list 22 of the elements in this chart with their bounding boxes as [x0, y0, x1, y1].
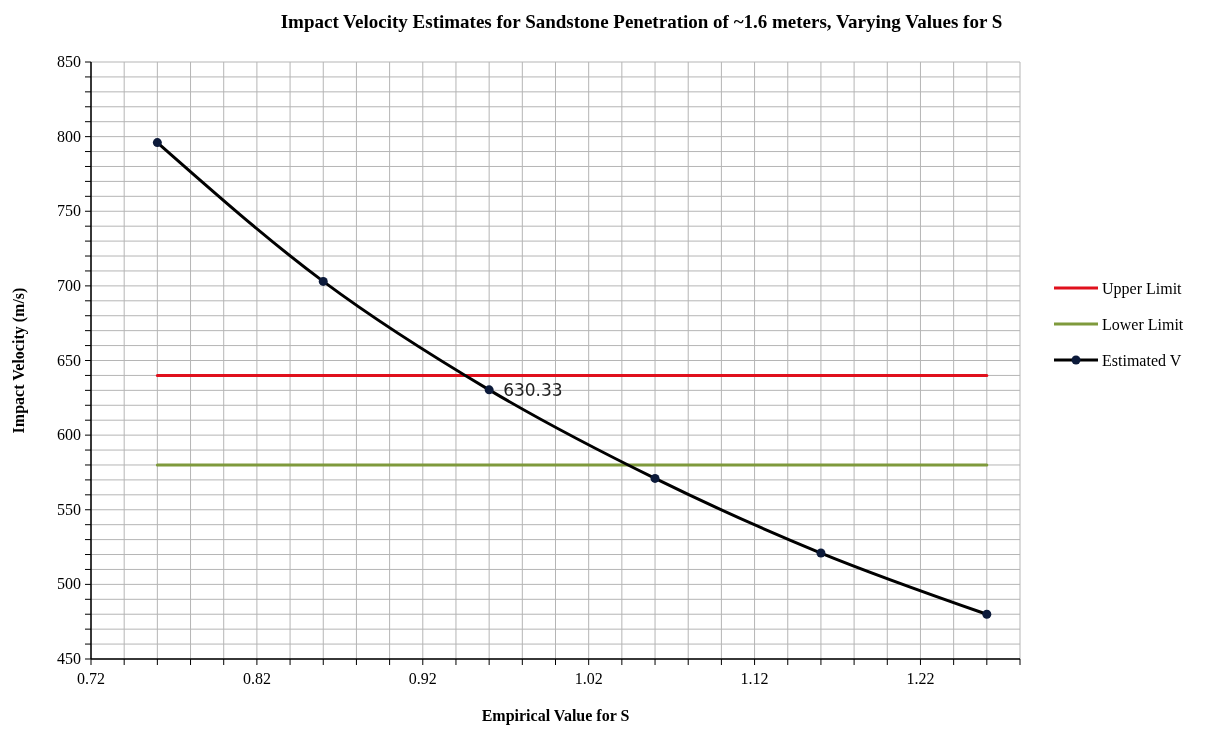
x-tick-label: 0.82: [242, 670, 271, 687]
y-tick-label: 800: [57, 127, 81, 145]
x-tick-label: 0.92: [408, 670, 437, 687]
y-axis-title: Impact Velocity (m/s): [10, 287, 28, 434]
y-tick-label: 550: [57, 500, 81, 518]
y-tick-label: 650: [57, 351, 81, 369]
y-tick-label: 450: [57, 650, 81, 667]
chart-title: Impact Velocity Estimates for Sandstone Penetration of ~1.6 meters, Varying Values for S: [280, 11, 1003, 32]
legend-label: Upper Limit: [1102, 280, 1183, 298]
y-tick-label: 750: [57, 202, 81, 220]
y-tick-label: 500: [57, 575, 81, 593]
x-tick-label: 0.72: [77, 670, 105, 687]
y-tick-label: 700: [57, 276, 81, 294]
legend-label: Estimated V: [1102, 352, 1182, 369]
data-label: 630.33: [503, 379, 563, 400]
x-tick-label: 1.12: [740, 670, 769, 687]
legend-label: Lower Limit: [1102, 316, 1184, 333]
x-tick-label: 1.22: [906, 670, 935, 687]
x-tick-label: 1.02: [574, 670, 603, 687]
x-axis-title: Empirical Value for S: [481, 707, 630, 725]
y-tick-label: 600: [57, 426, 81, 444]
y-tick-label: 850: [57, 53, 81, 70]
